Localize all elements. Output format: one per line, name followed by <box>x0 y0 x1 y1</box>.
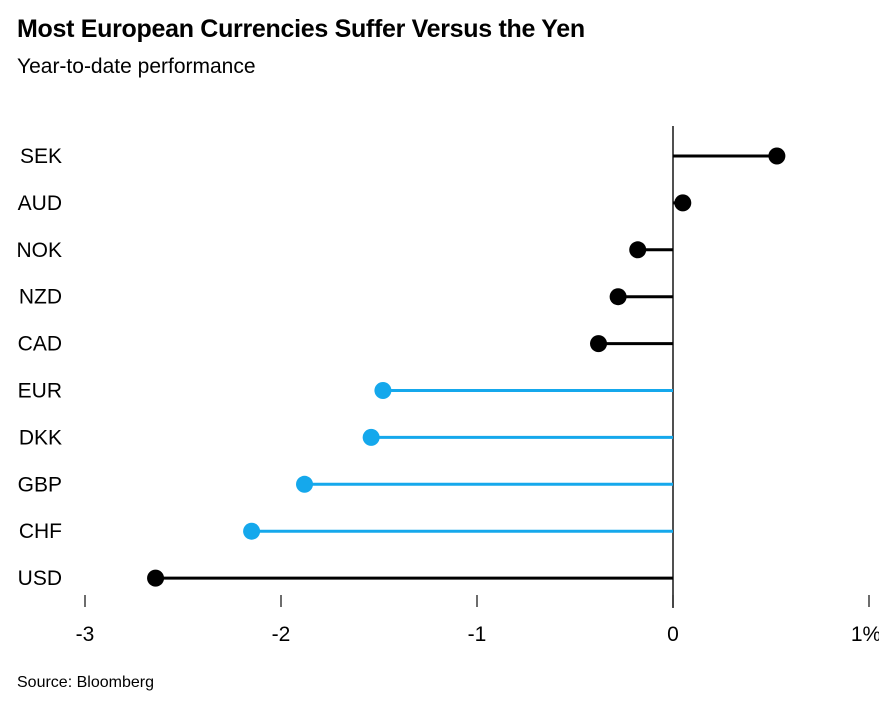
row-label-SEK: SEK <box>20 145 62 168</box>
dot-NOK <box>629 241 647 259</box>
row-label-DKK: DKK <box>19 426 62 449</box>
x-tick-label--1: -1 <box>468 623 487 646</box>
dot-NZD <box>609 288 627 306</box>
dot-GBP <box>296 475 314 493</box>
chart-title: Most European Currencies Suffer Versus t… <box>17 15 585 43</box>
dot-DKK <box>362 428 380 446</box>
source-credit: Source: Bloomberg <box>17 674 154 691</box>
dot-SEK <box>768 147 786 165</box>
row-label-EUR: EUR <box>18 380 62 403</box>
x-tick-label--2: -2 <box>272 623 291 646</box>
x-tick-label-1%: 1% <box>851 623 879 646</box>
dot-CHF <box>243 522 261 540</box>
row-label-NOK: NOK <box>16 239 62 262</box>
row-label-CAD: CAD <box>18 333 62 356</box>
dot-AUD <box>674 194 692 212</box>
dot-EUR <box>374 382 392 399</box>
row-label-AUD: AUD <box>18 192 62 215</box>
dot-CAD <box>590 335 608 353</box>
chart-subtitle: Year-to-date performance <box>17 55 256 78</box>
row-label-CHF: CHF <box>19 520 62 543</box>
dot-USD <box>147 569 165 587</box>
x-tick-label--3: -3 <box>76 623 95 646</box>
x-tick-label-0: 0 <box>667 623 679 646</box>
row-label-NZD: NZD <box>19 286 62 309</box>
row-label-USD: USD <box>18 567 62 590</box>
row-label-GBP: GBP <box>18 473 62 496</box>
